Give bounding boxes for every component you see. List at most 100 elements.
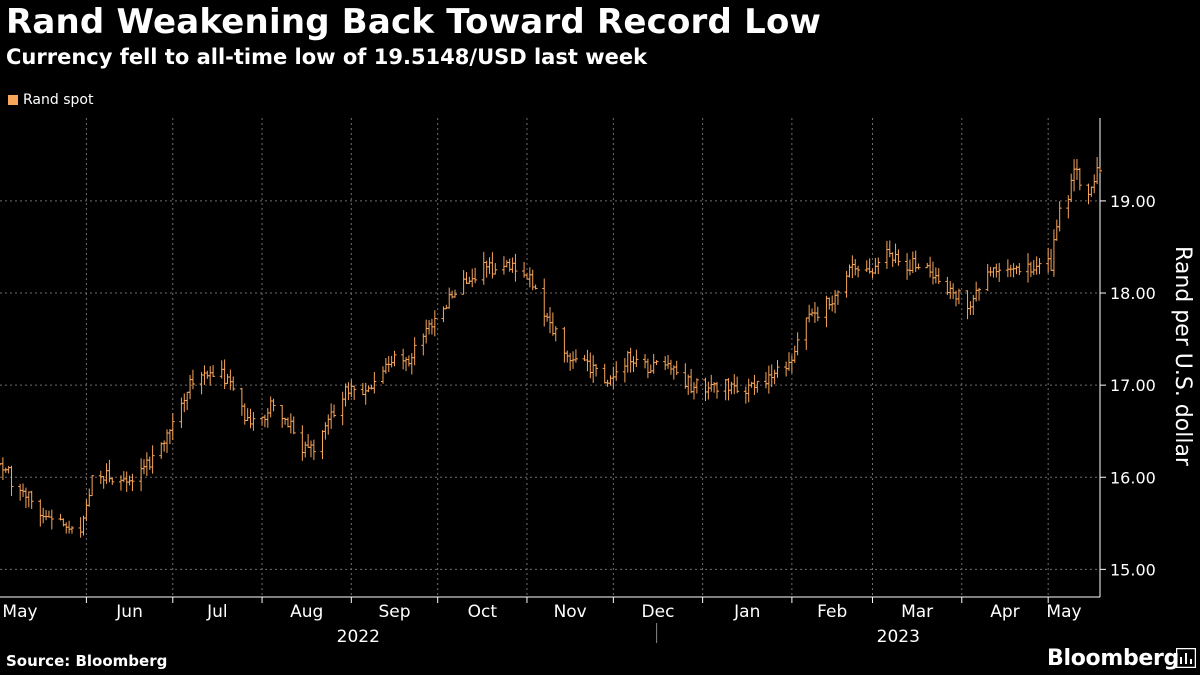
x-tick-label: Jul [206,602,228,622]
ohlc-bar [144,452,149,477]
ohlc-bar [239,387,244,416]
ohlc-bar [755,380,760,393]
ohlc-bar [501,256,506,275]
ohlc-bar [974,281,979,302]
legend-swatch [8,95,18,105]
ohlc-bar [21,483,26,497]
ohlc-bar [668,359,673,375]
ohlc-bar [772,369,777,385]
ohlc-bar [170,413,175,441]
ohlc-bar [614,361,619,381]
ohlc-bar [332,404,337,418]
ohlc-bar [1098,167,1102,174]
ohlc-bar [147,456,152,470]
ohlc-bar [513,253,518,282]
ohlc-bar [308,440,313,458]
ohlc-bar [464,272,469,285]
ohlc-bar [1017,263,1022,275]
ohlc-bar [907,259,912,276]
ohlc-bar [824,295,829,328]
x-tick-label: Apr [990,602,1019,622]
ohlc-bar [1072,159,1077,192]
chart-title: Rand Weakening Back Toward Record Low [6,2,822,42]
ohlc-bar [562,326,567,363]
ohlc-bar [90,475,95,497]
ohlc-bar [352,385,357,400]
ohlc-bar [366,385,371,393]
ohlc-bar [251,411,256,431]
ohlc-bar [199,372,204,395]
ohlc-bar [182,393,187,413]
ohlc-bar [847,264,852,278]
ohlc-bar [1095,157,1100,185]
ohlc-bar [487,257,492,274]
y-tick-label: 17.00 [1110,376,1156,395]
ohlc-bar [876,257,881,275]
ohlc-bar [190,369,195,390]
ohlc-bar [706,381,711,400]
x-tick-label: Jun [115,602,143,622]
ohlc-bar [709,374,714,392]
ohlc-bar [84,499,89,522]
ohlc-bar [38,499,43,527]
ohlc-bar [930,261,935,285]
ohlc-bar [527,267,532,288]
ohlc-bar [326,414,331,435]
ohlc-bar [812,302,817,323]
ohlc-bar [1092,174,1097,194]
ohlc-bar [329,403,334,429]
legend-label: Rand spot [23,92,94,108]
ohlc-bar [763,372,768,389]
ohlc-bar [884,240,889,269]
ohlc-bar [997,262,1002,282]
ohlc-bar [565,350,570,363]
ohlc-bar [591,355,596,383]
ohlc-bar [470,268,475,288]
ohlc-bar [735,376,740,394]
ohlc-bar [548,306,552,334]
ohlc-bar [406,355,411,367]
ohlc-bar [663,356,668,371]
ohlc-bar [769,364,774,387]
ohlc-bar [864,260,869,272]
ohlc-bar [349,379,354,398]
ohlc-bar [280,404,285,428]
ohlc-bar [631,356,636,372]
ohlc-bar [363,382,368,405]
ohlc-bar [844,270,849,298]
ohlc-bar [265,408,270,428]
ohlc-bar [130,473,135,492]
ohlc-bar [1089,186,1094,197]
ohlc-bar [977,287,982,301]
ohlc-bar [856,265,861,278]
ohlc-bar [242,403,247,425]
ohlc-bar [467,276,472,284]
ohlc-bar [179,397,184,428]
ohlc-bar [29,490,34,509]
ohlc-bar [994,263,999,278]
ohlc-bar [1057,201,1062,232]
ohlc-bar [936,268,941,285]
ohlc-bar [968,301,973,316]
ohlc-bar [208,366,213,386]
ohlc-bar [694,378,699,394]
ohlc-bar [916,263,921,270]
x-tick-label: Sep [378,602,410,622]
ohlc-bar [432,310,437,337]
ohlc-bar [789,355,794,374]
ohlc-bar [568,353,573,371]
ohlc-bar [1011,263,1016,278]
ohlc-bar [965,290,970,320]
ohlc-bar [87,488,92,507]
ohlc-bar [905,253,910,280]
ohlc-bar [1028,261,1033,278]
ohlc-bar [424,319,429,344]
ohlc-bar [461,270,466,295]
ohlc-bar [81,515,86,536]
source-note: Source: Bloomberg [6,652,168,670]
x-tick-label: Nov [554,602,587,622]
ohlc-bar [162,440,167,452]
ohlc-bar [248,408,253,429]
ohlc-bar [971,295,976,315]
